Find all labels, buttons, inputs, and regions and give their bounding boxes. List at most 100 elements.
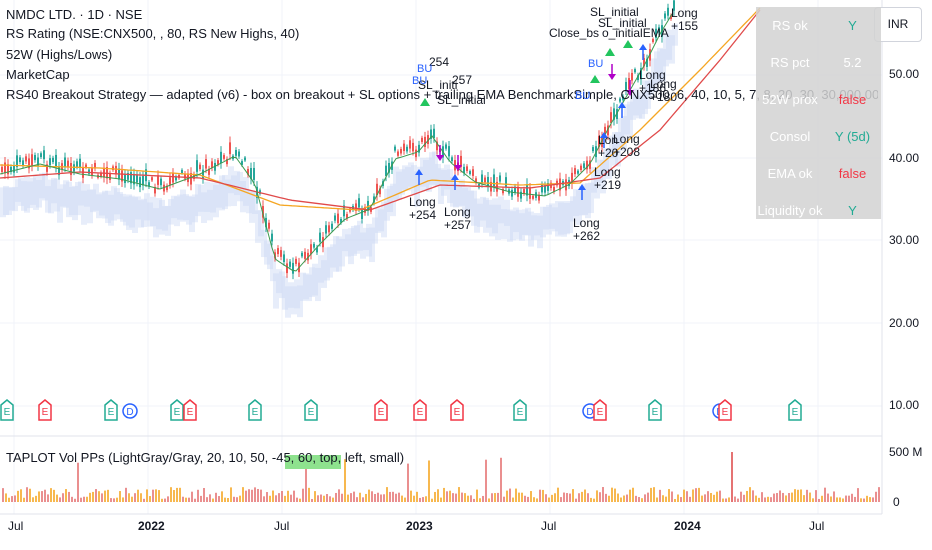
volume-bar: [2, 488, 4, 502]
earnings-icon: E: [183, 399, 197, 421]
volume-bar: [77, 462, 79, 502]
band-block: [228, 166, 234, 194]
volume-bar: [440, 497, 442, 502]
signal-long-label: Long +186: [639, 68, 667, 95]
candle-body: [247, 169, 249, 175]
candle-body: [328, 225, 330, 233]
event-letter: E: [597, 407, 604, 418]
symbol-status-line[interactable]: NMDC LTD. · 1D · NSE: [6, 7, 143, 22]
dividend-icon: D: [122, 403, 138, 419]
indicator-market-cap[interactable]: MarketCap: [6, 67, 70, 82]
volume-bar: [71, 496, 73, 502]
volume-bar: [212, 498, 214, 502]
volume-bar: [44, 489, 46, 502]
candle-body: [91, 167, 93, 176]
volume-bar: [356, 497, 358, 502]
volume-bar: [422, 497, 424, 502]
band-block: [402, 165, 408, 190]
volume-bar: [806, 489, 808, 502]
candle-body: [607, 125, 609, 136]
event-letter: D: [126, 407, 133, 418]
candle-body: [199, 164, 201, 170]
time-tick: Jul: [541, 519, 557, 533]
candle-body: [643, 58, 645, 67]
candle-body: [526, 184, 528, 196]
candle-body: [7, 164, 9, 175]
candle-body: [583, 163, 585, 169]
band-block: [573, 189, 579, 217]
candle-body: [355, 203, 357, 211]
band-block: [51, 177, 57, 204]
volume-bar: [23, 497, 25, 502]
candle-body: [304, 251, 306, 259]
indicator-taplot-volume[interactable]: TAPLOT Vol PPs (LightGray/Gray, 20, 10, …: [6, 450, 405, 465]
screener-status-table: RS ok Y RS pct 5.2 52W prox false Consol Y (…: [756, 7, 881, 219]
band-block: [330, 244, 336, 268]
event-letter: E: [454, 407, 461, 418]
band-block: [150, 196, 156, 227]
indicator-rs-rating[interactable]: RS Rating (NSE:CNX500, , 80, RS New High…: [6, 26, 300, 41]
earnings-icon: E: [38, 399, 52, 421]
volume-bar: [299, 498, 301, 502]
candle-body: [151, 177, 153, 181]
volume-bar: [137, 489, 139, 502]
breakout-triangle: [590, 75, 600, 83]
volume-bar: [470, 495, 472, 502]
candle-body: [466, 166, 468, 172]
volume-bar: [572, 489, 574, 502]
band-block: [579, 185, 585, 216]
volume-bar: [368, 489, 370, 502]
event-letter: E: [652, 407, 659, 418]
volume-bar: [515, 488, 517, 502]
band-block: [339, 238, 345, 267]
candle-body: [112, 166, 114, 171]
band-block: [642, 80, 648, 115]
band-block: [483, 197, 489, 233]
currency-button[interactable]: INR: [874, 7, 922, 42]
candle-body: [25, 156, 27, 162]
volume-bar: [842, 498, 844, 502]
band-block: [294, 279, 300, 309]
volume-bar: [800, 489, 802, 502]
candle-body: [514, 186, 516, 193]
candle-body: [460, 155, 462, 168]
signal-close-label: Close_bs: [549, 26, 600, 40]
band-block: [279, 271, 285, 299]
volume-bar: [221, 491, 223, 502]
band-block: [234, 170, 240, 196]
candle-body: [463, 166, 465, 174]
candle-body: [301, 252, 303, 257]
volume-bar: [836, 497, 838, 502]
volume-bar: [830, 496, 832, 502]
band-block: [276, 269, 282, 294]
volume-bar: [347, 494, 349, 502]
band-block: [411, 165, 417, 195]
signal-long-label: Long +219: [594, 165, 622, 192]
band-block: [345, 234, 351, 257]
band-block: [477, 203, 483, 227]
volume-bar: [845, 495, 847, 502]
indicator-strategy[interactable]: RS40 Breakout Strategy — adapted (v6) - …: [6, 87, 878, 102]
band-block: [510, 211, 516, 241]
volume-bar: [215, 492, 217, 502]
candle-body: [529, 188, 531, 199]
band-block: [24, 176, 30, 213]
volume-bar: [446, 491, 448, 502]
volume-bar: [647, 492, 649, 502]
volume-bar: [491, 493, 493, 502]
band-block: [558, 202, 564, 235]
signal-bu-label: BU: [417, 63, 433, 75]
indicator-52w[interactable]: 52W (Highs/Lows): [6, 47, 113, 62]
volume-bar: [29, 488, 31, 502]
volume-bar: [509, 488, 511, 502]
volume-bar: [770, 497, 772, 502]
signal-long-label: Long +262: [573, 216, 601, 243]
band-block: [606, 148, 612, 179]
volume-bar: [857, 488, 859, 502]
candle-body: [577, 170, 579, 174]
candle-body: [295, 258, 297, 264]
volume-bar: [461, 492, 463, 502]
candle-body: [343, 205, 345, 217]
band-block: [519, 213, 525, 241]
